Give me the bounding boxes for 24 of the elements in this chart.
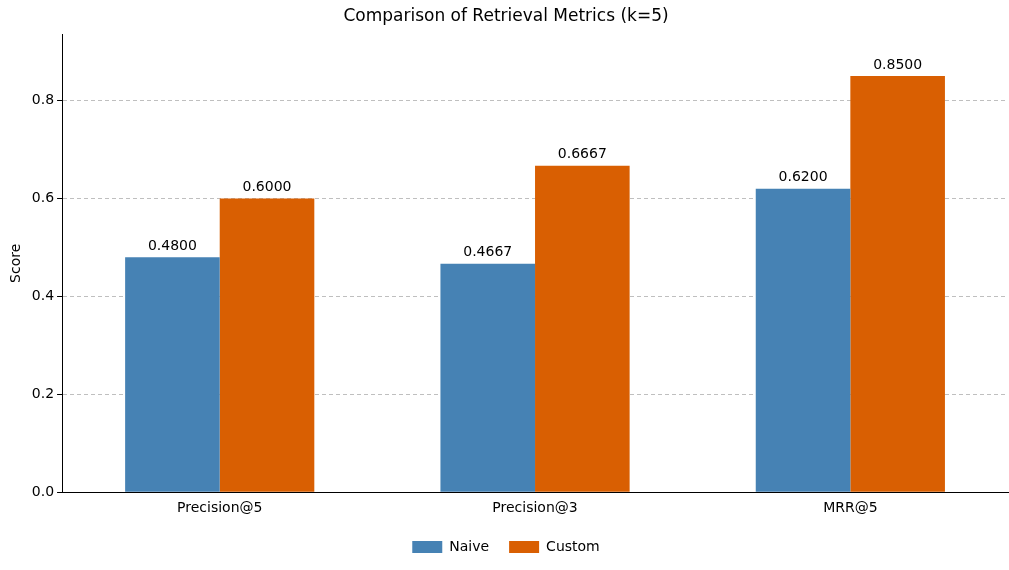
bar [125, 257, 220, 492]
bar [440, 263, 536, 492]
legend-label: Custom [546, 537, 600, 554]
x-tick-label: Precision@3 [492, 499, 578, 516]
data-label: 0.6000 [242, 178, 292, 195]
y-tick-label: 0.6 [31, 189, 55, 206]
data-label: 0.4667 [463, 243, 513, 260]
bar [755, 188, 851, 492]
x-tick-label: MRR@5 [823, 499, 878, 516]
chart-title: Comparison of Retrieval Metrics (k=5) [343, 4, 669, 25]
legend-label: Naive [449, 537, 490, 554]
y-tick-label: 0.4 [31, 286, 55, 303]
data-label: 0.8500 [873, 55, 923, 72]
y-axis-title: Score [7, 243, 24, 283]
y-tick-label: 0.2 [31, 384, 55, 401]
y-tick-label: 0.8 [31, 91, 55, 108]
data-label: 0.6667 [557, 145, 607, 162]
y-tick-label: 0.0 [31, 482, 55, 499]
bar [850, 76, 945, 492]
x-tick-label: Precision@5 [177, 499, 263, 516]
data-label: 0.4800 [147, 236, 197, 253]
bar [535, 165, 630, 492]
bar [219, 198, 315, 492]
data-label: 0.6200 [778, 168, 828, 185]
